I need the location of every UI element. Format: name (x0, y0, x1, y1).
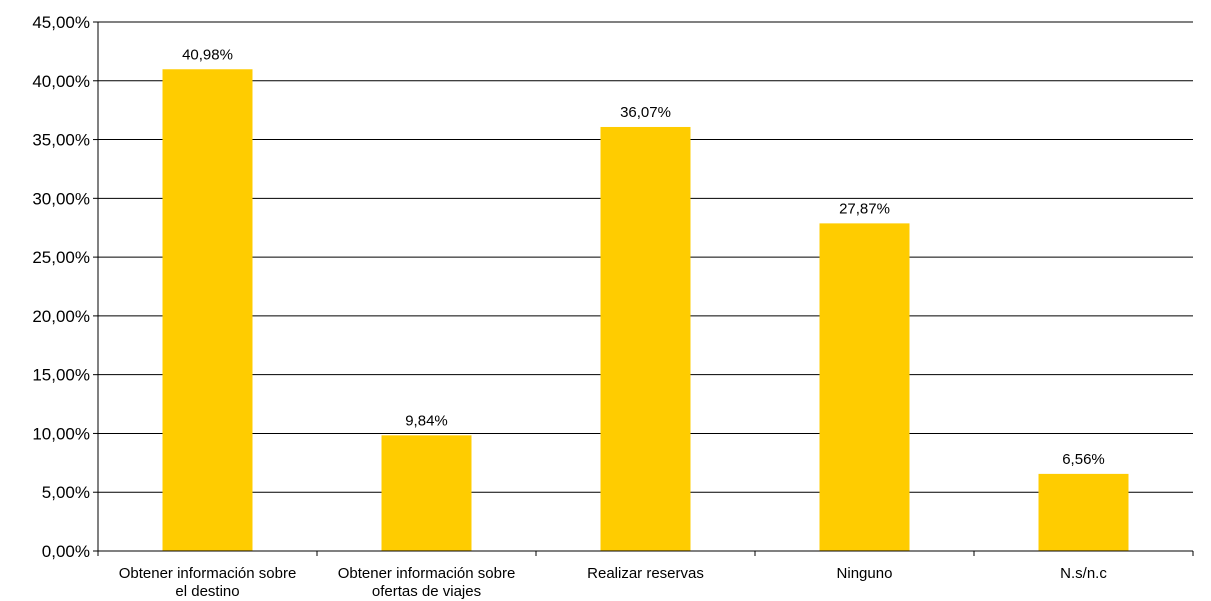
category-label: Obtener información sobre (119, 565, 297, 582)
y-tick-label: 40,00% (32, 72, 90, 91)
bar (1038, 473, 1129, 551)
bar (381, 435, 472, 551)
y-tick-labels: 0,00% 5,00% 10,00% 15,00% 20,00% 25,00% 30,00%… (32, 13, 90, 561)
y-tick-label: 30,00% (32, 189, 90, 208)
bar (819, 223, 910, 551)
data-label: 40,98% (182, 46, 233, 63)
category-label: Ninguno (837, 565, 893, 582)
y-tick-label: 10,00% (32, 424, 90, 443)
y-tick-label: 35,00% (32, 131, 90, 150)
data-label: 36,07% (620, 104, 671, 121)
category-label: Realizar reservas (587, 565, 704, 582)
axes (93, 21, 1194, 556)
bar (162, 69, 253, 552)
bar (600, 126, 691, 551)
y-tick-label: 20,00% (32, 307, 90, 326)
y-tick-label: 25,00% (32, 248, 90, 267)
category-label: ofertas de viajes (372, 583, 481, 600)
category-label: el destino (175, 583, 239, 600)
bars (162, 69, 1129, 552)
category-label: Obtener información sobre (338, 565, 516, 582)
y-tick-label: 45,00% (32, 13, 90, 32)
data-labels: 40,98% 9,84% 36,07% 27,87% 6,56% (182, 46, 1105, 468)
data-label: 9,84% (405, 412, 448, 429)
y-tick-label: 5,00% (42, 483, 90, 502)
category-label: N.s/n.c (1060, 565, 1107, 582)
data-label: 27,87% (839, 200, 890, 217)
data-label: 6,56% (1062, 451, 1105, 468)
y-tick-label: 0,00% (42, 542, 90, 561)
y-tick-label: 15,00% (32, 366, 90, 385)
